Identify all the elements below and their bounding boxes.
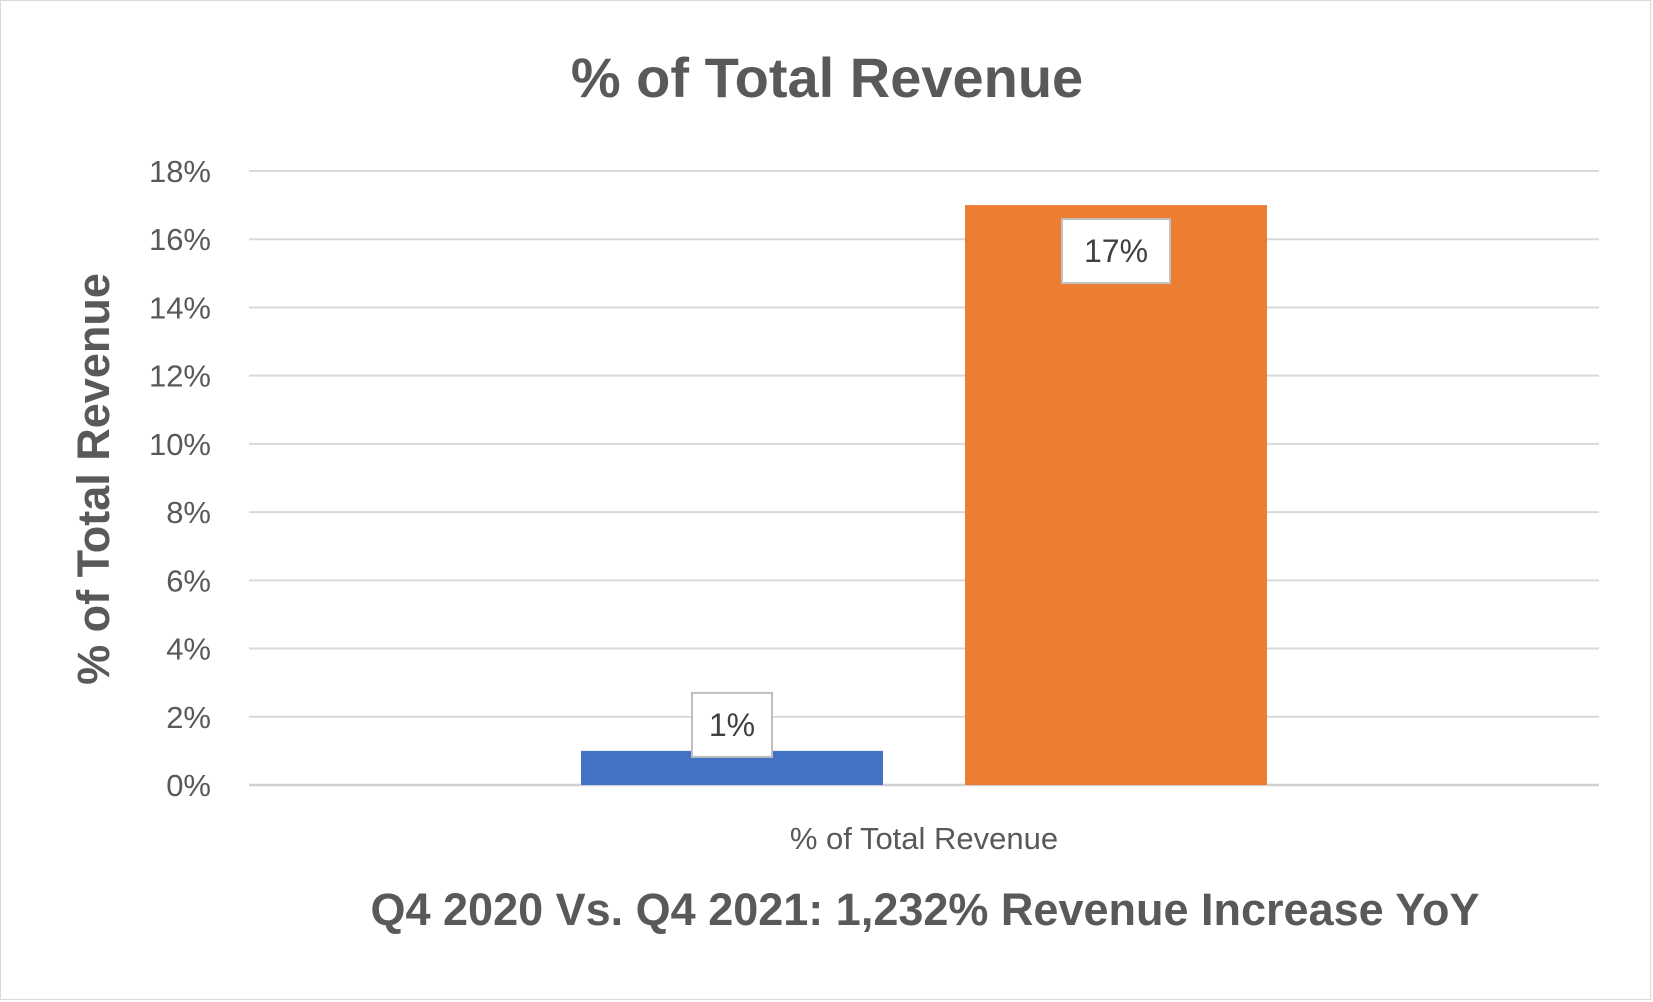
y-tick-label: 12% (149, 359, 211, 394)
chart-title: % of Total Revenue (571, 46, 1083, 109)
data-label-box (691, 691, 773, 758)
y-tick-label: 2% (166, 700, 211, 735)
y-tick-label: 8% (166, 495, 211, 530)
y-tick-label: 0% (166, 768, 211, 803)
chart-subtitle: Q4 2020 Vs. Q4 2021: 1,232% Revenue Incr… (370, 884, 1479, 935)
y-tick-label: 14% (149, 290, 211, 325)
y-tick-label: 10% (149, 427, 211, 462)
y-axis-ticks: 0% 2% 4% 6% 8% 10% 12% 14% 16% 18% (149, 154, 211, 803)
y-tick-label: 4% (166, 632, 211, 667)
gridlines (249, 170, 1599, 787)
data-label: 17% (1084, 233, 1148, 269)
y-tick-label: 16% (149, 222, 211, 257)
bars (581, 205, 1267, 786)
x-category-label: % of Total Revenue (790, 821, 1058, 856)
y-tick-label: 18% (149, 154, 211, 189)
data-label-box (1061, 218, 1171, 285)
bar-series-2 (965, 205, 1267, 786)
x-axis-categories: % of Total Revenue (790, 821, 1058, 856)
y-tick-label: 6% (166, 563, 211, 598)
y-axis-title: % of Total Revenue (68, 273, 119, 685)
data-label: 1% (709, 707, 755, 743)
data-labels: 1% 17% (691, 218, 1171, 758)
